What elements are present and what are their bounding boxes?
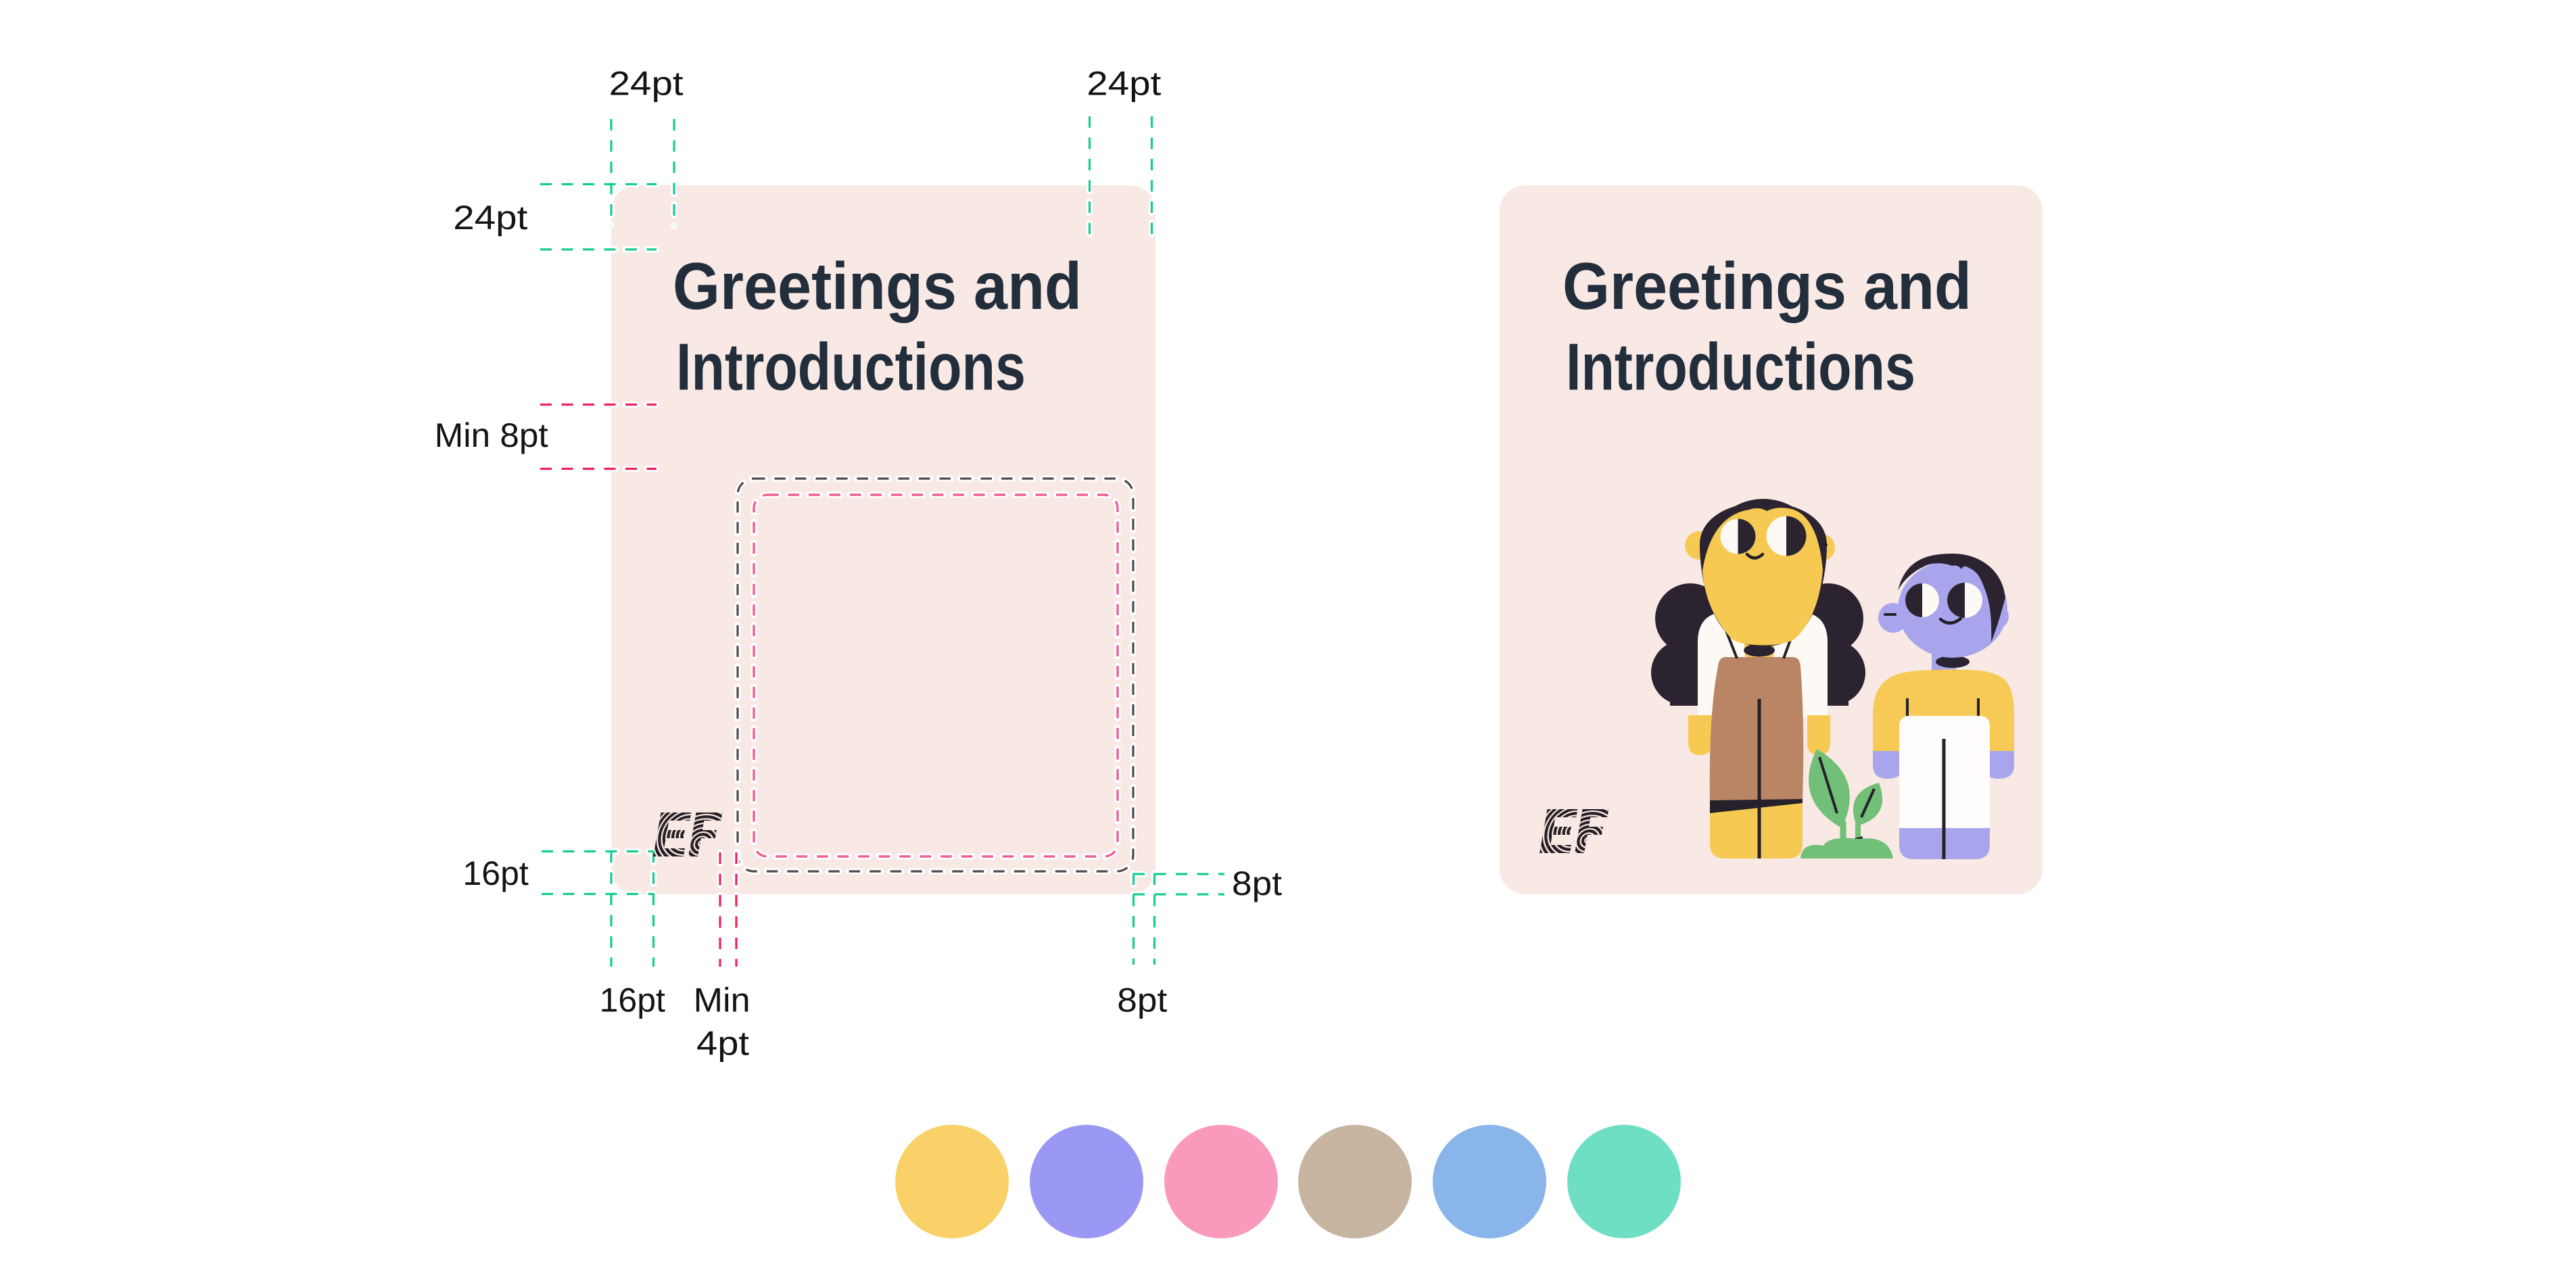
svg-text:4pt: 4pt [696,1025,749,1063]
svg-text:8pt: 8pt [1232,865,1282,902]
svg-text:Min: Min [694,982,750,1019]
svg-text:8pt: 8pt [1117,982,1167,1019]
svg-text:Greetings and: Greetings and [673,249,1082,323]
svg-text:Introductions: Introductions [676,330,1026,404]
svg-text:Min 8pt: Min 8pt [435,416,548,454]
svg-text:Introductions: Introductions [1566,330,1915,404]
svg-text:16pt: 16pt [463,854,529,892]
svg-text:24pt: 24pt [609,64,684,102]
svg-text:24pt: 24pt [1087,64,1161,102]
svg-text:16pt: 16pt [600,982,665,1019]
svg-text:Greetings and: Greetings and [1563,249,1972,323]
svg-text:24pt: 24pt [453,199,527,237]
